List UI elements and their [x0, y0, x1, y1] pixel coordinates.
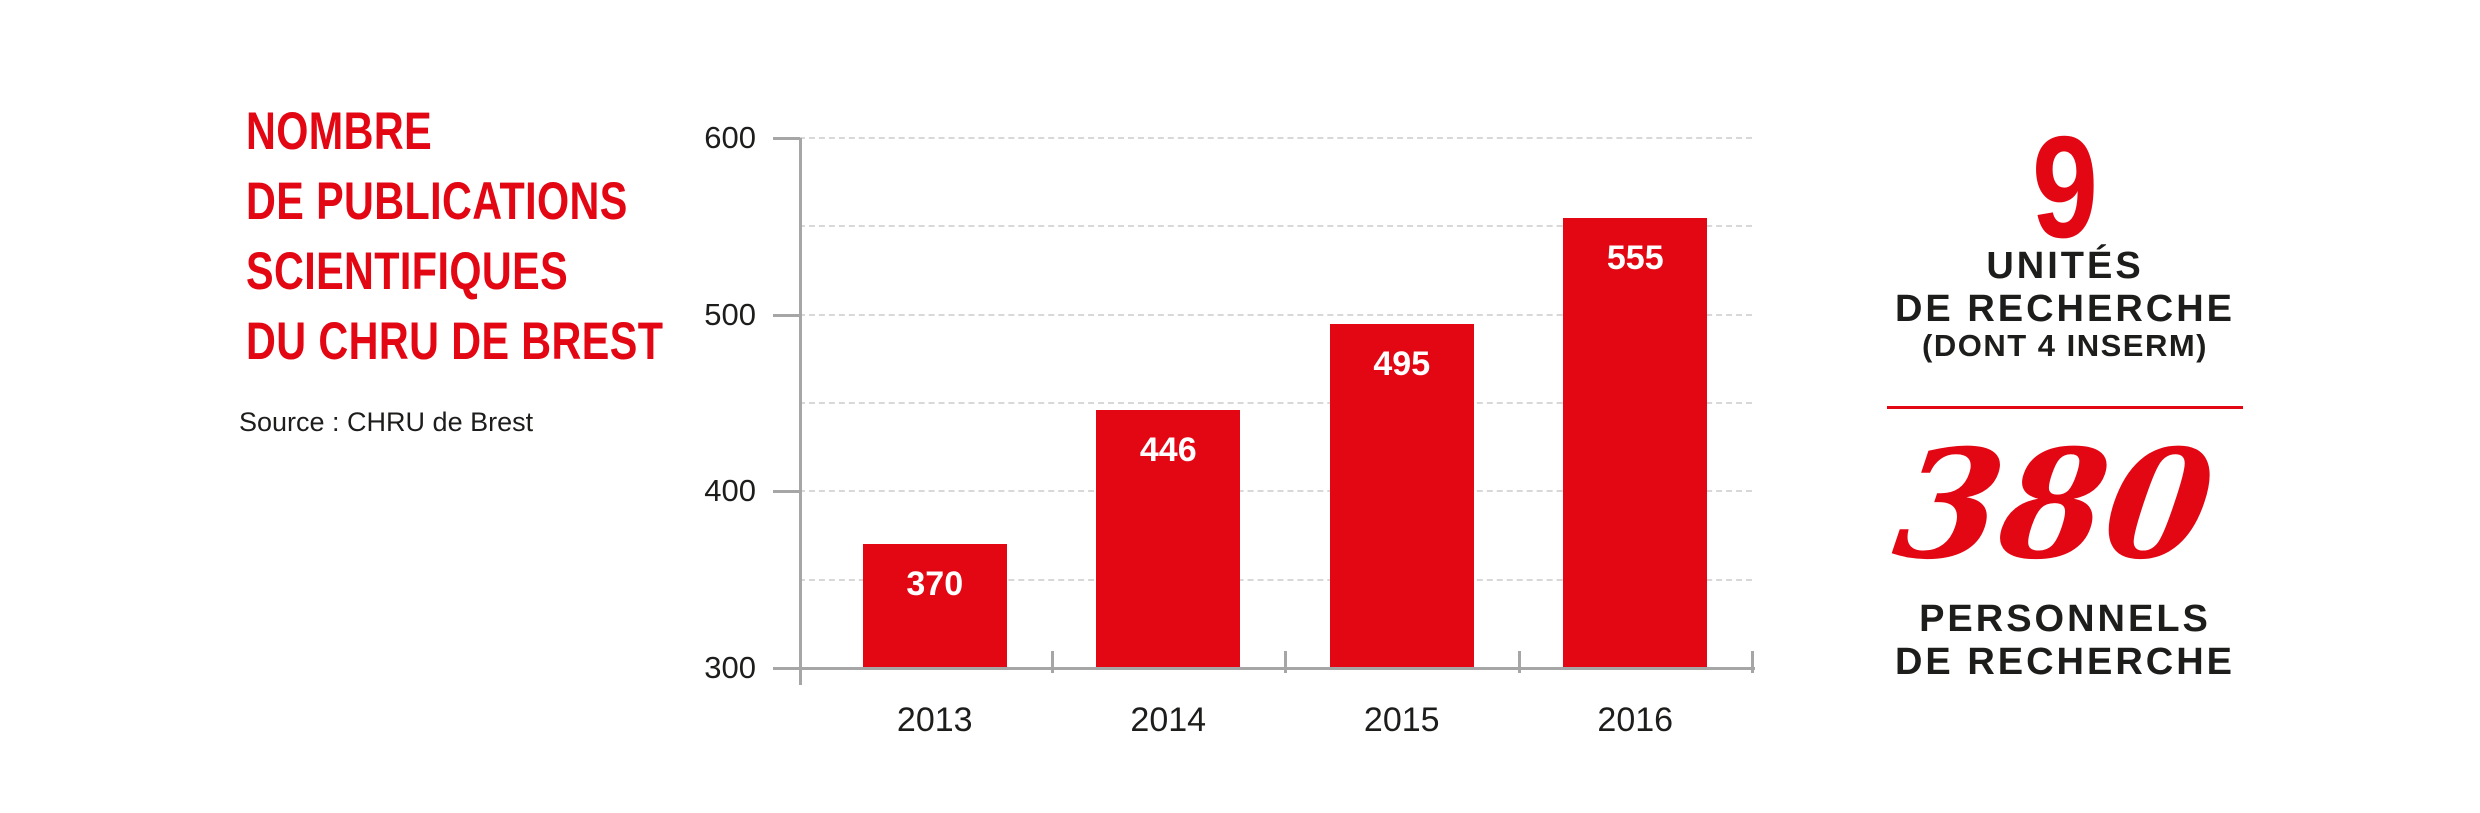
gridline-400: [799, 490, 1752, 493]
research-units-label-line1: UNITÉS: [1986, 245, 2144, 287]
research-units-label-line2: DE RECHERCHE: [1894, 288, 2236, 330]
chart-title: NOMBRE DE PUBLICATIONS SCIENTIFIQUES DU …: [246, 97, 663, 377]
y-tick-500: [773, 313, 800, 317]
gridline-550: [799, 225, 1752, 228]
gridline-600: [799, 137, 1752, 139]
bar-2015: 495: [1329, 323, 1474, 669]
research-units-sublabel: (DONT 4 INSERM): [1922, 328, 2208, 363]
y-axis-line: [799, 138, 802, 685]
y-tick-label-300: 300: [704, 650, 756, 685]
y-tick-300: [773, 667, 800, 670]
research-staff-number: 380: [1885, 417, 2224, 593]
title-line-3: SCIENTIFIQUES: [246, 242, 569, 301]
x-boundary-tick-1: [1050, 651, 1054, 673]
bar-value-label-2013: 370: [906, 565, 964, 604]
source-note: Source : CHRU de Brest: [239, 407, 534, 437]
x-category-label-2016: 2016: [1597, 701, 1674, 739]
y-tick-label-400: 400: [704, 473, 756, 509]
title-line-4: DU CHRU DE BREST: [246, 312, 664, 371]
bar-2014: 446: [1096, 410, 1241, 669]
title-line-2: DE PUBLICATIONS: [246, 172, 628, 231]
research-units-number: 9: [2031, 106, 2099, 268]
gridline-450: [799, 402, 1752, 404]
x-category-label-2014: 2014: [1130, 701, 1207, 739]
stats-panel: 9 UNITÉS DE RECHERCHE (DONT 4 INSERM) 38…: [1886, 0, 2243, 813]
bar-value-label-2016: 555: [1606, 238, 1664, 277]
x-axis-line: [773, 667, 1755, 670]
stats-divider: [1887, 406, 2243, 409]
research-staff-label-line2: DE RECHERCHE: [1894, 641, 2236, 683]
y-tick-600: [773, 137, 800, 140]
x-boundary-tick-2: [1284, 651, 1287, 673]
x-category-label-2013: 2013: [896, 701, 973, 739]
x-boundary-tick-4: [1751, 651, 1754, 673]
bar-2013: 370: [862, 544, 1007, 669]
y-tick-label-500: 500: [704, 296, 756, 332]
y-tick-label-600: 600: [704, 120, 756, 155]
research-staff-label-line1: PERSONNELS: [1919, 598, 2211, 640]
x-category-label-2015: 2015: [1363, 701, 1440, 739]
bar-value-label-2015: 495: [1373, 344, 1431, 383]
bar-value-label-2014: 446: [1139, 431, 1197, 470]
title-line-1: NOMBRE: [246, 102, 433, 161]
bar-2016: 555: [1563, 217, 1708, 669]
x-boundary-tick-3: [1517, 651, 1521, 673]
y-tick-400: [773, 490, 800, 494]
gridline-500: [799, 313, 1752, 316]
gridline-350: [799, 578, 1752, 581]
